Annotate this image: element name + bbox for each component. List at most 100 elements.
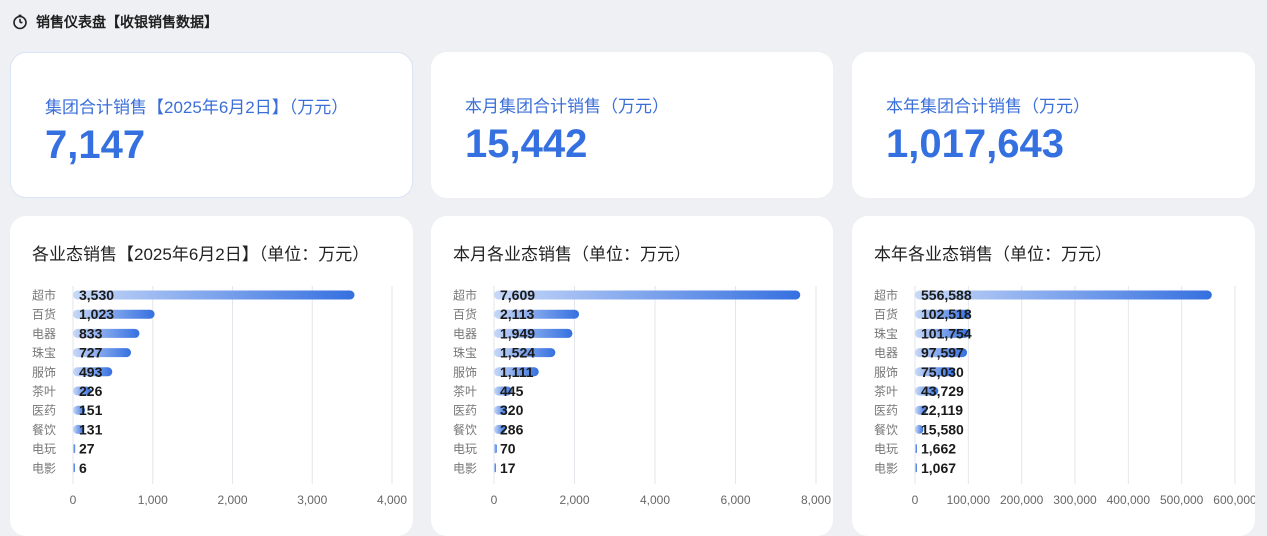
bar[interactable] (915, 386, 939, 396)
value-label: 27 (79, 441, 95, 457)
value-label: 22,119 (921, 402, 963, 418)
bar[interactable] (73, 367, 113, 377)
bar[interactable] (73, 328, 140, 338)
kpi-label: 本年集团合计销售（万元） (886, 97, 1090, 116)
kpi-value: 15,442 (465, 122, 588, 166)
bar[interactable] (915, 463, 917, 473)
category-label: 珠宝 (874, 327, 898, 341)
value-label: 7,609 (500, 287, 535, 303)
x-tick-label: 600,000 (1213, 493, 1255, 507)
value-label: 320 (500, 402, 524, 418)
value-label: 556,588 (921, 287, 972, 303)
bar[interactable] (494, 386, 512, 396)
bar[interactable] (915, 444, 917, 454)
kpi-value: 7,147 (45, 123, 146, 167)
x-tick-label: 400,000 (1107, 493, 1151, 507)
value-label: 15,580 (921, 421, 964, 437)
bar[interactable] (494, 444, 497, 454)
chart-title: 本月各业态销售（单位：万元） (453, 245, 691, 264)
category-label: 百货 (32, 307, 56, 322)
bar[interactable] (73, 444, 76, 454)
bar[interactable] (915, 367, 956, 377)
category-label: 电器 (32, 327, 56, 341)
value-label: 97,597 (921, 345, 964, 361)
bar-chart-yearly: 0 100,000 200,000 300,000 400,000 500,000 600,… (874, 286, 1255, 507)
category-label: 医药 (32, 404, 56, 418)
bar[interactable] (73, 348, 131, 358)
kpi-card-monthly[interactable]: 本月集团合计销售（万元） 15,442 (431, 52, 833, 198)
value-label: 1,524 (500, 345, 535, 361)
value-label: 833 (79, 325, 103, 341)
bar[interactable] (915, 348, 968, 358)
bar[interactable] (494, 309, 580, 319)
category-label: 服饰 (453, 365, 477, 379)
category-label: 餐饮 (32, 422, 56, 437)
value-label: 102,518 (921, 306, 972, 322)
x-tick-label: 8,000 (801, 493, 831, 507)
bar[interactable] (915, 424, 924, 434)
bar[interactable] (915, 328, 970, 338)
x-tick-label: 1,000 (138, 493, 168, 507)
category-label: 电影 (874, 461, 898, 475)
x-tick-label: 4,000 (640, 493, 670, 507)
category-label: 超市 (32, 288, 56, 303)
bar[interactable] (73, 386, 92, 396)
bar-chart-monthly: 0 2,000 4,000 6,000 8,000 超市 7,609 百货 2,113 电器 1,9… (453, 286, 831, 507)
kpi-card-daily[interactable]: 集团合计销售【2025年6月2日】（万元） 7,147 (10, 52, 413, 198)
value-label: 493 (79, 364, 103, 380)
bar[interactable] (73, 424, 84, 434)
bar[interactable] (494, 290, 801, 300)
category-label: 电影 (453, 461, 477, 475)
bar[interactable] (73, 463, 75, 473)
category-label: 超市 (453, 288, 477, 303)
x-tick-label: 3,000 (297, 493, 327, 507)
x-tick-label: 2,000 (559, 493, 589, 507)
bar[interactable] (494, 328, 573, 338)
value-label: 1,949 (500, 325, 535, 341)
value-label: 70 (500, 441, 516, 457)
category-label: 茶叶 (874, 384, 898, 399)
bar[interactable] (915, 405, 927, 415)
x-tick-label: 6,000 (720, 493, 750, 507)
dashboard-header: 销售仪表盘【收银销售数据】 (0, 0, 1267, 44)
bar[interactable] (494, 367, 539, 377)
value-label: 1,023 (79, 306, 114, 322)
chart-title: 本年各业态销售（单位：万元） (874, 245, 1112, 264)
category-label: 餐饮 (874, 422, 898, 437)
value-label: 286 (500, 421, 524, 437)
value-label: 2,113 (500, 306, 534, 322)
bar[interactable] (915, 309, 970, 319)
category-label: 茶叶 (32, 384, 56, 399)
category-label: 餐饮 (453, 422, 477, 437)
chart-card-yearly: 本年各业态销售（单位：万元） 0 100,000 200,000 300,000 400… (852, 216, 1255, 536)
category-label: 电器 (874, 346, 898, 360)
x-tick-label: 100,000 (947, 493, 991, 507)
category-label: 医药 (874, 404, 898, 418)
bar[interactable] (73, 405, 86, 415)
value-label: 3,530 (79, 287, 114, 303)
category-label: 珠宝 (32, 346, 56, 360)
category-label: 电玩 (453, 442, 477, 456)
category-label: 电器 (453, 327, 477, 341)
category-label: 医药 (453, 404, 477, 418)
bar[interactable] (494, 424, 506, 434)
value-label: 727 (79, 345, 103, 361)
kpi-label: 集团合计销售【2025年6月2日】（万元） (45, 98, 349, 117)
bar[interactable] (494, 348, 556, 358)
category-label: 超市 (874, 288, 898, 303)
bar[interactable] (494, 463, 496, 473)
value-label: 1,111 (500, 364, 534, 380)
bar[interactable] (494, 405, 507, 415)
category-label: 电玩 (874, 442, 898, 456)
value-label: 17 (500, 460, 516, 476)
bar[interactable] (915, 290, 1212, 300)
bar[interactable] (73, 290, 355, 300)
category-label: 茶叶 (453, 384, 477, 399)
x-tick-label: 0 (70, 493, 77, 507)
kpi-card-yearly[interactable]: 本年集团合计销售（万元） 1,017,643 (852, 52, 1255, 198)
bar[interactable] (73, 309, 155, 319)
category-label: 电影 (32, 461, 56, 475)
bar-chart-daily: 0 1,000 2,000 3,000 4,000 超市 3,530 百货 1,023 电器 833… (32, 286, 407, 507)
value-label: 131 (79, 421, 103, 437)
timer-icon (13, 14, 27, 30)
